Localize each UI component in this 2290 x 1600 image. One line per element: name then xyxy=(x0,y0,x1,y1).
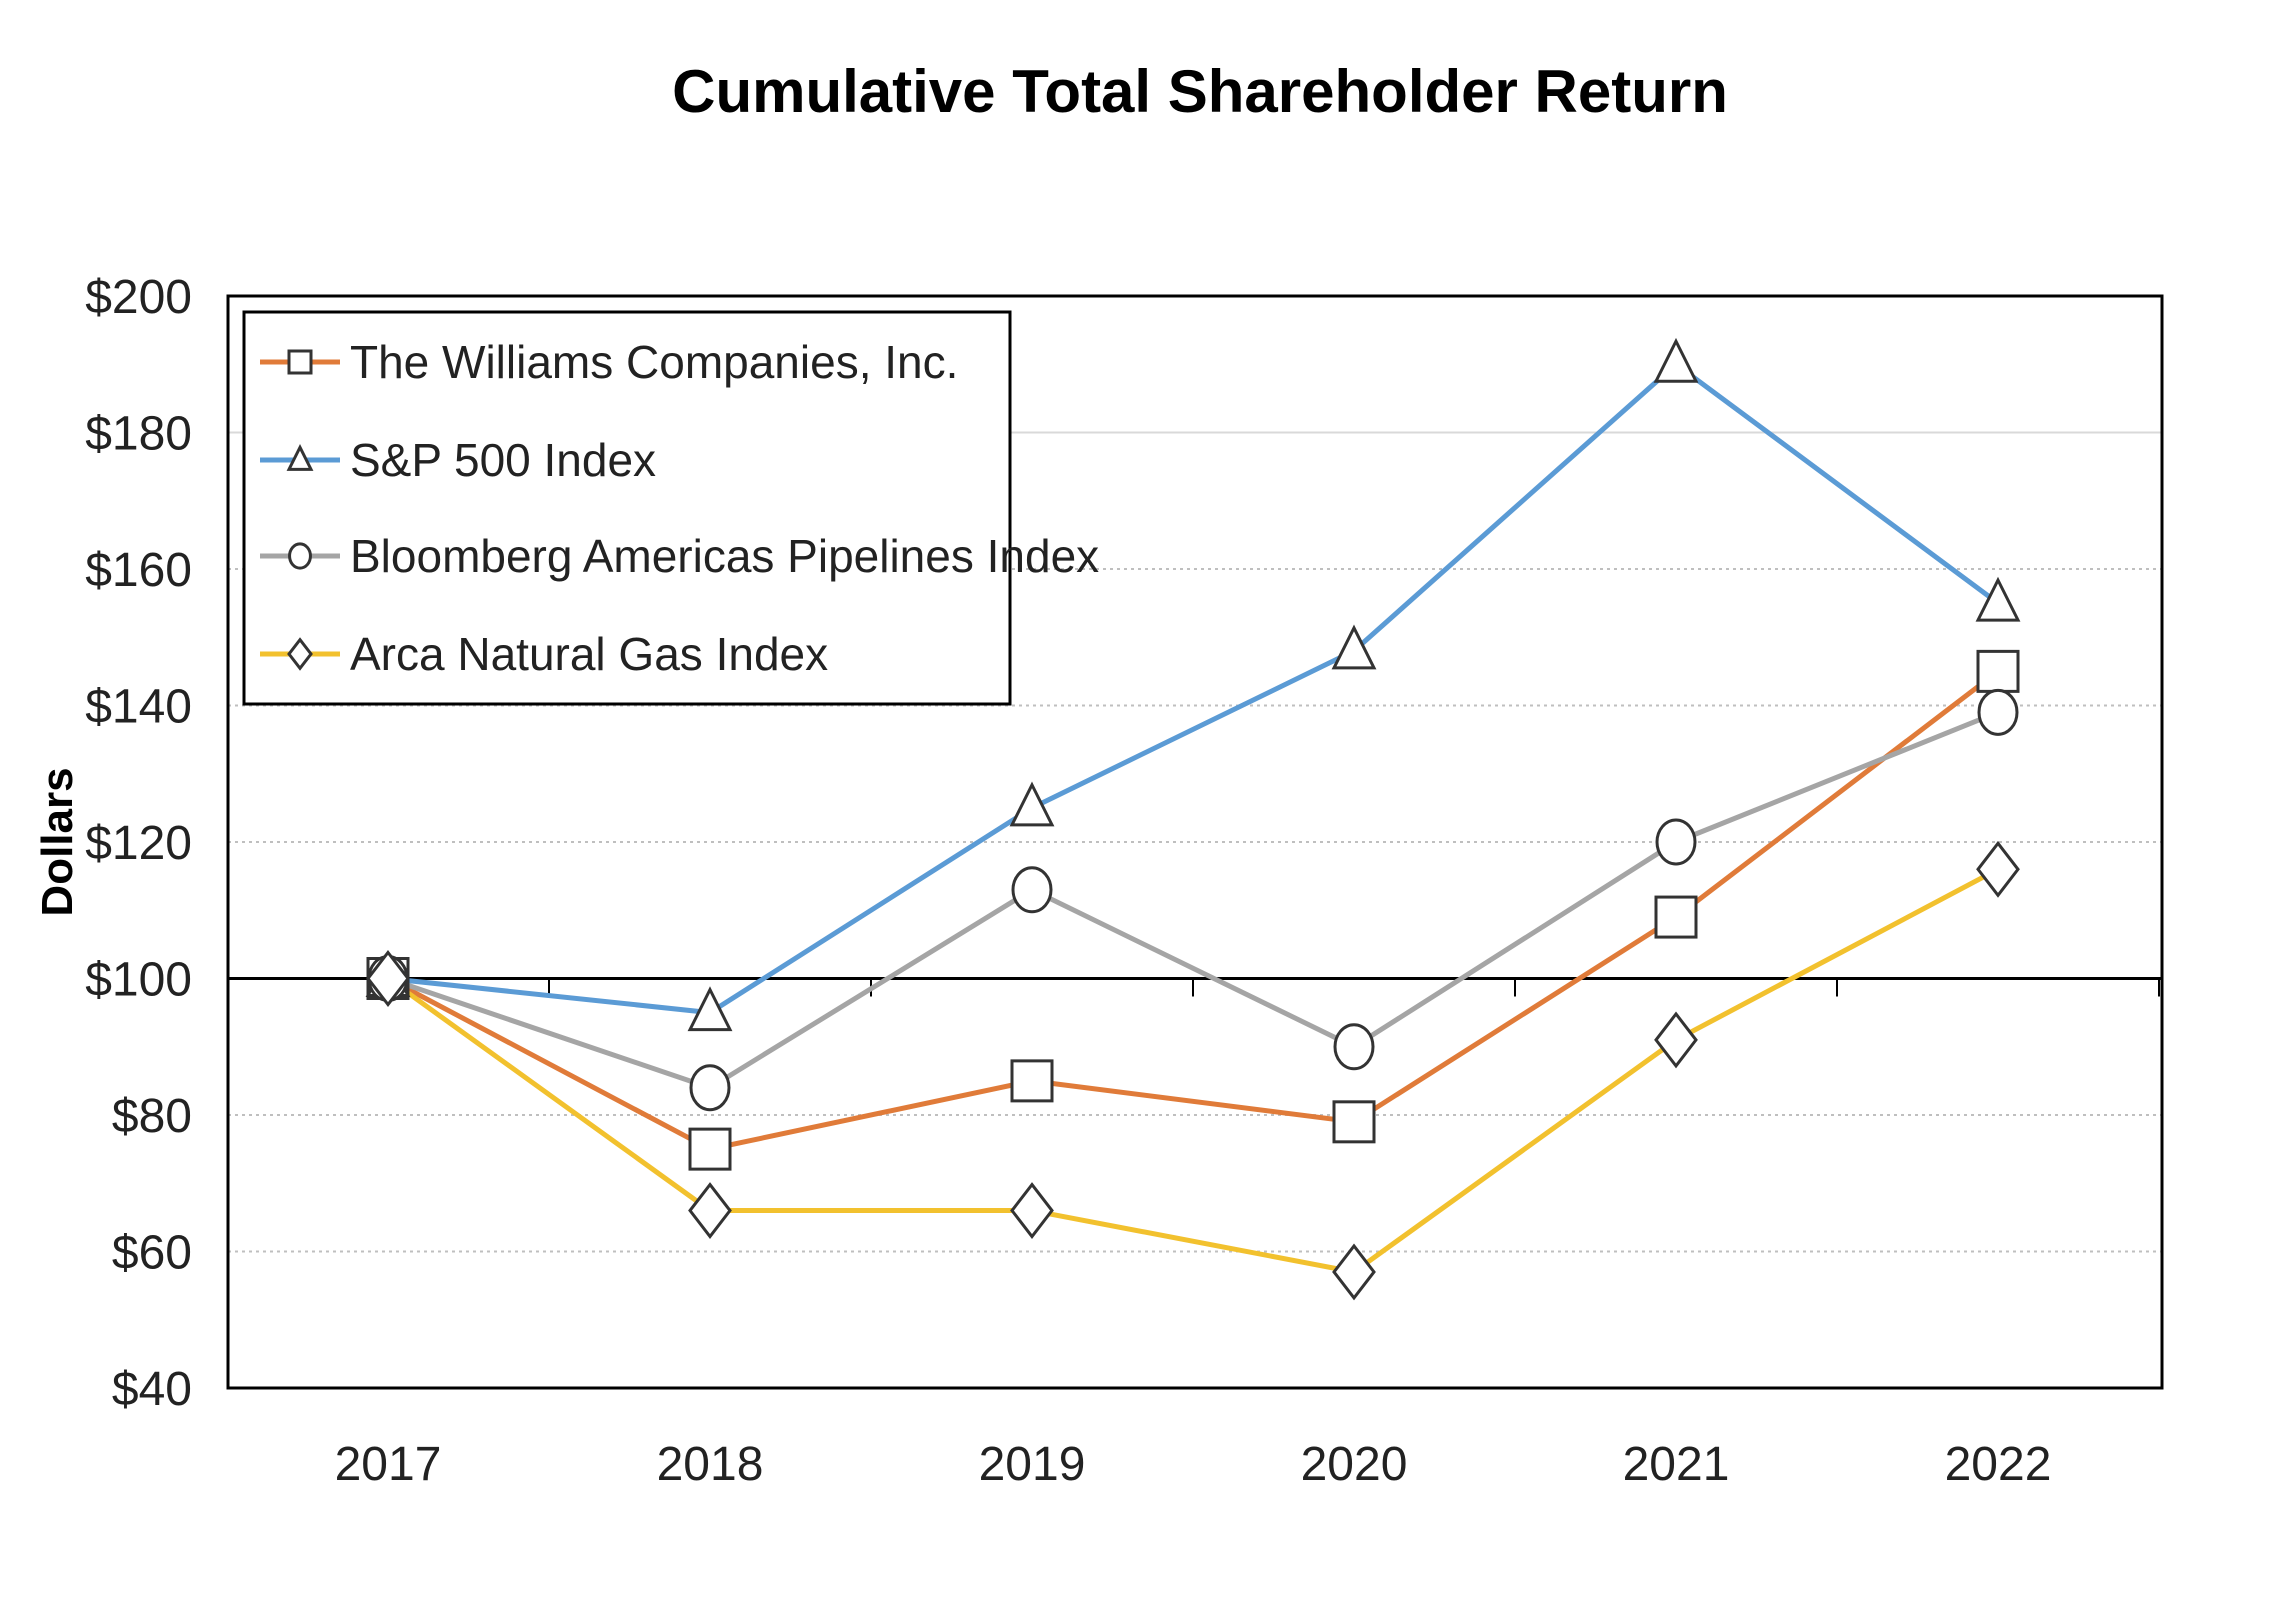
y-tick-label-160: $160 xyxy=(85,544,192,597)
data-point-arca-natural-gas-index-2020 xyxy=(1332,1243,1376,1301)
y-tick-label-200: $200 xyxy=(85,271,192,324)
x-tick-label-2018: 2018 xyxy=(657,1438,764,1491)
series-line-bloomberg-americas-pipelines-index xyxy=(387,710,1999,1091)
series-bloomberg-americas-pipelines-index xyxy=(387,710,1999,1091)
x-tick-label-2017: 2017 xyxy=(335,1438,442,1491)
legend-label-the-williams-companies-inc: The Williams Companies, Inc. xyxy=(350,336,958,388)
legend-marker-the-williams-companies-inc xyxy=(287,349,313,375)
data-point-the-williams-companies-inc-2018 xyxy=(688,1127,732,1171)
x-tick-label-2020: 2020 xyxy=(1301,1438,1408,1491)
data-point-bloomberg-americas-pipelines-index-2020 xyxy=(1333,1023,1375,1071)
data-point-the-williams-companies-inc-2020 xyxy=(1332,1100,1376,1144)
legend-item-bloomberg-americas-pipelines-index: Bloomberg Americas Pipelines Index xyxy=(260,530,1099,582)
legend-item-sandp-500-index: S&P 500 Index xyxy=(260,434,656,486)
series-line-sandp-500-index xyxy=(387,361,2000,1016)
y-tick-label-100: $100 xyxy=(85,954,192,1007)
y-tick-label-180: $180 xyxy=(85,408,192,461)
legend-item-the-williams-companies-inc: The Williams Companies, Inc. xyxy=(260,336,958,388)
series-layer xyxy=(365,337,2021,1301)
y-tick-label-120: $120 xyxy=(85,817,192,870)
series-sandp-500-index xyxy=(387,361,2000,1016)
data-point-sandp-500-index-2021 xyxy=(1653,337,1699,383)
data-point-the-williams-companies-inc-2022 xyxy=(1976,649,2020,693)
data-point-arca-natural-gas-index-2021 xyxy=(1654,1011,1698,1069)
series-line-arca-natural-gas-index xyxy=(386,867,2000,1275)
data-point-arca-natural-gas-index-2018 xyxy=(688,1182,732,1240)
plot-frame xyxy=(226,294,2164,1390)
legend-marker-arca-natural-gas-index xyxy=(287,637,313,671)
data-point-the-williams-companies-inc-2021 xyxy=(1654,895,1698,939)
x-tick-label-2019: 2019 xyxy=(979,1438,1086,1491)
series-the-williams-companies-inc xyxy=(386,669,2000,1152)
data-point-arca-natural-gas-index-2017 xyxy=(366,950,410,1007)
legend-label-arca-natural-gas-index: Arca Natural Gas Index xyxy=(350,628,828,680)
data-point-the-williams-companies-inc-2019 xyxy=(1010,1059,1054,1103)
legend-label-bloomberg-americas-pipelines-index: Bloomberg Americas Pipelines Index xyxy=(350,530,1099,582)
data-point-bloomberg-americas-pipelines-index-2019 xyxy=(1011,866,1053,914)
y-tick-label-40: $40 xyxy=(112,1363,192,1416)
data-point-bloomberg-americas-pipelines-index-2021 xyxy=(1655,818,1697,866)
y-tick-label-80: $80 xyxy=(112,1090,192,1143)
data-point-sandp-500-index-2022 xyxy=(1975,576,2021,622)
series-markers-bloomberg-americas-pipelines-index xyxy=(367,688,2019,1112)
data-point-sandp-500-index-2018 xyxy=(687,986,733,1032)
data-point-arca-natural-gas-index-2022 xyxy=(1976,840,2020,898)
series-markers-arca-natural-gas-index xyxy=(366,840,2020,1301)
x-tick-label-2022: 2022 xyxy=(1945,1438,2052,1491)
legend-item-arca-natural-gas-index: Arca Natural Gas Index xyxy=(260,628,828,680)
legend-box xyxy=(242,310,1012,706)
x-axis: 2017 2018 2019 2020 2021 2022 xyxy=(335,1438,2052,1491)
x-tick-label-2021: 2021 xyxy=(1623,1438,1730,1491)
legend-label-sandp-500-index: S&P 500 Index xyxy=(350,434,656,486)
y-axis-label: Dollars xyxy=(33,767,82,916)
chart-title: Cumulative Total Shareholder Return xyxy=(672,58,1728,125)
legend-marker-sandp-500-index xyxy=(286,443,314,471)
series-line-the-williams-companies-inc xyxy=(386,669,2000,1152)
y-tick-label-60: $60 xyxy=(112,1227,192,1280)
legend: The Williams Companies, Inc. S&P 500 Inde… xyxy=(242,310,1099,706)
y-axis: $40 $60 $80 $100 $120 $140 $160 $180 $200 xyxy=(85,271,192,1416)
series-arca-natural-gas-index xyxy=(386,867,2000,1275)
data-point-arca-natural-gas-index-2019 xyxy=(1010,1182,1054,1240)
data-point-sandp-500-index-2019 xyxy=(1009,781,1055,827)
y-tick-label-140: $140 xyxy=(85,681,192,734)
data-point-bloomberg-americas-pipelines-index-2018 xyxy=(689,1064,731,1112)
legend-marker-bloomberg-americas-pipelines-index xyxy=(288,542,312,570)
data-point-sandp-500-index-2020 xyxy=(1331,624,1377,670)
data-point-bloomberg-americas-pipelines-index-2022 xyxy=(1977,688,2019,736)
